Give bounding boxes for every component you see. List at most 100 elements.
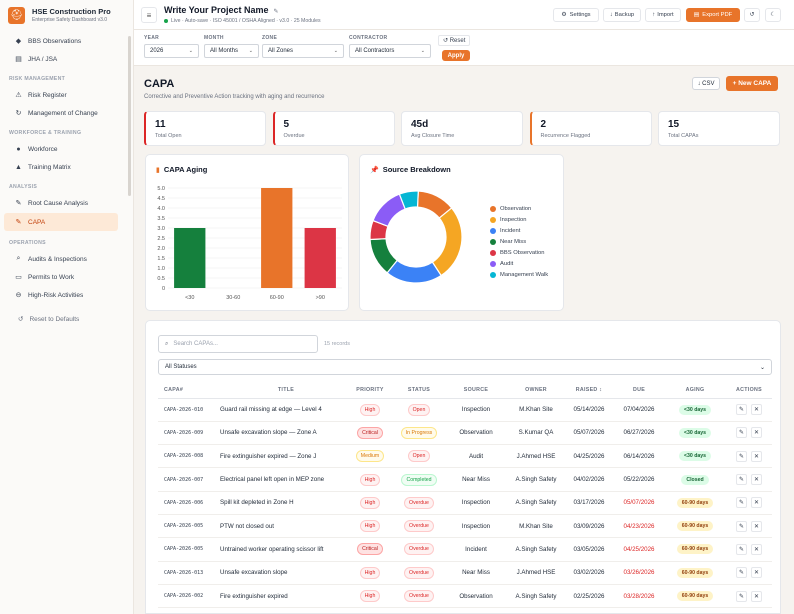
edit-icon[interactable]: ✎ [736,474,747,486]
kpi-value: 45d [411,119,429,130]
edit-icon[interactable]: ✎ [736,427,747,439]
close-icon[interactable]: ✕ [751,427,762,439]
legend-item[interactable]: Inspection [490,214,548,225]
legend-item[interactable]: Near Miss [490,236,548,247]
table-row[interactable]: CAPA-2026-009 Unsafe excavation slope — Z… [158,421,772,446]
sidebar-item-management-of-change[interactable]: ↻ Management of Change [0,104,128,122]
import-button[interactable]: ↑ Import [645,8,681,22]
csv-export-button[interactable]: ↓ CSV [692,77,720,90]
apply-filters-button[interactable]: Apply [442,50,470,61]
year-select[interactable]: 2026 ⌄ [144,44,199,58]
close-icon[interactable]: ✕ [751,567,762,579]
settings-button[interactable]: ⚙ Settings [553,8,599,22]
due-cell: 05/22/2026 [614,467,664,492]
gear-icon: ⚙ [561,12,567,18]
legend-label: Near Miss [500,238,527,245]
sidebar-item-label: JHA / JSA [28,55,58,63]
edit-icon[interactable]: ✎ [736,590,747,602]
aging-badge: 60-90 days [676,521,714,532]
priority-cell: High [346,467,394,492]
month-select[interactable]: All Months ⌄ [204,44,259,58]
zone-select[interactable]: All Zones ⌄ [262,44,344,58]
sidebar-item-capa[interactable]: ✎ CAPA [4,213,118,231]
sidebar-item-jha-jsa[interactable]: ▤ JHA / JSA [0,50,128,68]
priority-badge: High [359,403,381,416]
table-row[interactable]: CAPA-2026-005 PTW not closed out High Overd… [158,514,772,539]
contractor-value: All Contractors [355,48,395,54]
actions-cell: ✎ ✕ [726,398,772,422]
capa-title: Fire extinguisher expired [220,584,346,609]
table-row[interactable]: CAPA-2026-002 Fire extinguisher expired Hi… [158,584,772,609]
table-row[interactable]: CAPA-2026-007 Electrical panel left open … [158,467,772,492]
sidebar-section-label: ANALYSIS [9,184,38,190]
hard-hat-icon: ⛑ [8,6,25,24]
status-filter-select[interactable]: All Statuses ⌄ [158,359,772,375]
raised-cell: 03/09/2026 [564,514,614,539]
actions-cell: ✎ ✕ [726,491,772,515]
table-row[interactable]: CAPA-2026-006 Spill kit depleted in Zone … [158,491,772,515]
backup-label: Backup [614,12,635,18]
sidebar-item-training-matrix[interactable]: ▲ Training Matrix [0,158,128,176]
owner-cell: M.Khan Site [508,514,564,539]
sidebar-item-audits-inspections[interactable]: ⌕ Audits & Inspections [0,250,128,268]
close-icon[interactable]: ✕ [751,474,762,486]
kpi-card: 45d Avg Closure Time [401,111,523,146]
sidebar-item-workforce[interactable]: ● Workforce [0,140,128,158]
source-legend: Observation Inspection Incident Near Miss BB… [490,203,548,280]
close-icon[interactable]: ✕ [751,450,762,462]
kpi-label: Avg Closure Time [411,133,455,139]
edit-icon[interactable]: ✎ [273,9,279,15]
close-icon[interactable]: ✕ [751,590,762,602]
menu-icon[interactable]: ≡ [141,7,157,23]
refresh-button[interactable]: ↺ [744,8,760,22]
table-row[interactable]: CAPA-2026-013 Unsafe excavation slope High… [158,561,772,585]
sidebar-item-risk-register[interactable]: ⚠ Risk Register [0,86,128,104]
close-icon[interactable]: ✕ [751,497,762,509]
edit-icon[interactable]: ✎ [736,520,747,532]
reset-defaults-button[interactable]: ↺ Reset to Defaults [18,315,85,323]
column-header[interactable]: RAISED ↕ [564,383,614,399]
sidebar-item-bbs-observations[interactable]: ◆ BBS Observations [0,32,128,50]
aging-cell: <30 days [664,444,726,469]
y-tick-label: 4.5 [157,196,165,202]
source-breakdown-title: 📌 Source Breakdown [370,165,451,174]
close-icon[interactable]: ✕ [751,543,762,555]
status-badge: Completed [401,473,437,486]
legend-item[interactable]: Incident [490,225,548,236]
project-name[interactable]: Write Your Project Name ✎ [164,5,279,15]
legend-item[interactable]: Management Walk [490,269,548,280]
dark-mode-button[interactable]: ☾ [765,8,781,22]
edit-icon[interactable]: ✎ [736,450,747,462]
sidebar-item-permits-to-work[interactable]: ▭ Permits to Work [0,268,128,286]
kpi-card: 2 Recurrence Flagged [529,111,652,146]
table-row[interactable]: CAPA-2026-008 Fire extinguisher expired —… [158,444,772,469]
contractor-select[interactable]: All Contractors ⌄ [349,44,431,58]
aging-badge: 60-90 days [676,497,714,508]
legend-item[interactable]: Observation [490,203,548,214]
sidebar-scrollbar[interactable] [128,36,131,196]
reset-filters-button[interactable]: ↺ Reset [438,35,471,46]
table-row[interactable]: CAPA-2026-005 Untrained worker operating … [158,537,772,562]
status-badge: Overdue [404,590,434,603]
edit-icon[interactable]: ✎ [736,497,747,509]
edit-icon[interactable]: ✎ [736,567,747,579]
sidebar-item-high-risk-activities[interactable]: ⊖ High-Risk Activities [0,286,128,304]
table-row[interactable]: CAPA-2026-010 Guard rail missing at edge … [158,398,772,422]
edit-icon[interactable]: ✎ [736,404,747,416]
new-capa-button[interactable]: + New CAPA [726,76,778,91]
backup-icon: ↓ [609,12,613,18]
close-icon[interactable]: ✕ [751,404,762,416]
sidebar-item-root-cause-analysis[interactable]: ✎ Root Cause Analysis [0,194,128,212]
backup-button[interactable]: ↓ Backup [603,8,641,22]
edit-icon[interactable]: ✎ [736,543,747,555]
sidebar-item-label: Training Matrix [28,163,71,171]
status-cell: Overdue [394,491,444,515]
legend-swatch [490,271,496,278]
export-pdf-button[interactable]: ▤ Export PDF [686,8,740,22]
legend-item[interactable]: BBS Observation [490,247,548,258]
search-input[interactable]: ⌕ Search CAPAs... [158,335,318,353]
legend-item[interactable]: Audit [490,258,548,269]
raised-cell: 05/14/2026 [564,398,614,422]
capa-id: CAPA-2026-013 [158,561,220,585]
close-icon[interactable]: ✕ [751,520,762,532]
